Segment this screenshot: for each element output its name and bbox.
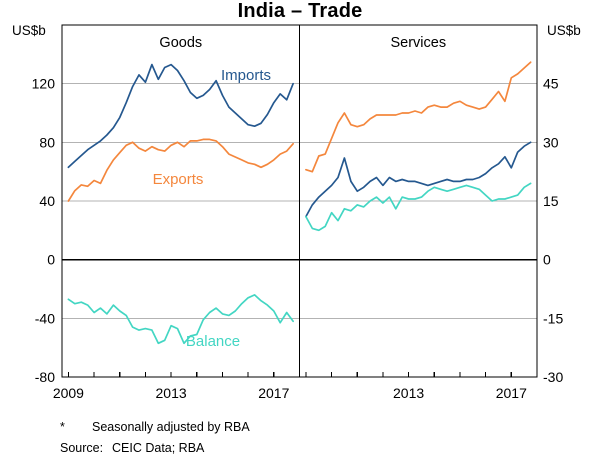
series-services-balance-line <box>305 182 532 232</box>
y-tick-label-left-120: 120 <box>32 76 56 92</box>
x-tick-label-2017: 2017 <box>258 385 289 401</box>
y-tick-label-left--40: -40 <box>35 310 55 326</box>
plot-border <box>61 24 538 378</box>
y-tick-label-left-0: 0 <box>47 252 55 268</box>
y-tick-label-right-0: 0 <box>543 252 551 268</box>
source-text: CEIC Data; RBA <box>112 441 205 455</box>
panel-title-services: Services <box>390 35 446 51</box>
series-label-imports: Imports <box>221 67 271 84</box>
panel-title-goods: Goods <box>159 35 202 51</box>
series-label-balance: Balance <box>186 333 240 350</box>
y-tick-label-right-45: 45 <box>543 76 559 92</box>
x-tick-label-2013: 2013 <box>156 385 187 401</box>
series-services-imports-line <box>305 141 532 218</box>
series-services-exports-line <box>305 61 532 173</box>
source-label: Source: <box>60 441 104 455</box>
series-goods-imports-line <box>67 63 294 169</box>
series-goods-exports-line <box>67 138 294 202</box>
footnote-text: Seasonally adjusted by RBA <box>92 420 250 434</box>
y-tick-label-right-30: 30 <box>543 134 559 150</box>
chart-title: India – Trade <box>237 0 363 22</box>
x-tick-label-2009: 2009 <box>53 385 84 401</box>
y-tick-label-right--30: -30 <box>543 369 563 385</box>
y-axis-unit-left: US$b <box>12 23 46 38</box>
x-tick-label-2017: 2017 <box>496 385 527 401</box>
y-tick-label-left-40: 40 <box>39 193 55 209</box>
y-tick-label-left-80: 80 <box>39 134 55 150</box>
series-goods-balance-line <box>67 294 294 345</box>
footnote-marker: * <box>60 420 65 434</box>
series-label-exports: Exports <box>153 171 204 188</box>
y-axis-unit-right: US$b <box>547 23 581 38</box>
x-tick-label-2013: 2013 <box>393 385 424 401</box>
y-tick-label-right-15: 15 <box>543 193 559 209</box>
y-tick-label-right--15: -15 <box>543 310 563 326</box>
y-tick-label-left--80: -80 <box>35 369 55 385</box>
